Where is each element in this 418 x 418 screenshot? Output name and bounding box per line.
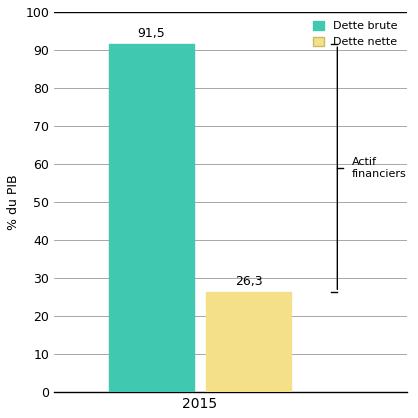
Legend: Dette brute, Dette nette: Dette brute, Dette nette: [310, 18, 401, 51]
Y-axis label: % du PIB: % du PIB: [7, 174, 20, 230]
Text: Actif
financiers: Actif financiers: [352, 158, 407, 179]
Text: 26,3: 26,3: [235, 275, 263, 288]
Bar: [206, 292, 291, 392]
Bar: [109, 44, 194, 392]
Text: 91,5: 91,5: [138, 27, 165, 40]
